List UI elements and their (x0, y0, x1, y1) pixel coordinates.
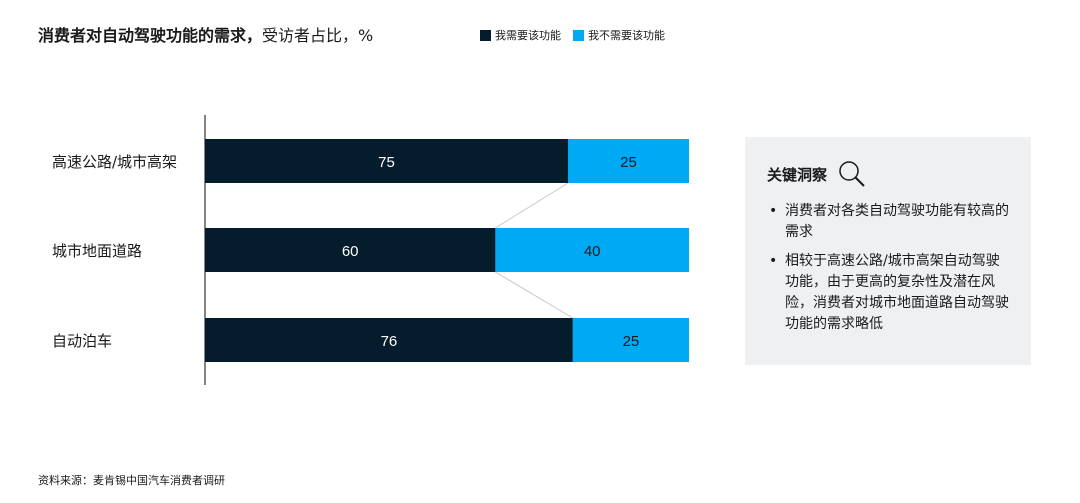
data-label: 60 (342, 243, 359, 260)
legend-item-need: 我需要该功能 (480, 27, 561, 43)
data-label: 40 (584, 243, 601, 260)
data-label: 25 (620, 154, 637, 171)
legend-label-no-need: 我不需要该功能 (588, 29, 665, 42)
data-label: 76 (381, 333, 398, 350)
legend-swatch-no-need (573, 29, 584, 41)
legend: 我需要该功能 我不需要该功能 (480, 27, 677, 43)
bar-need (205, 139, 568, 183)
bar-need (205, 228, 496, 272)
legend-item-no-need: 我不需要该功能 (573, 27, 665, 43)
connector-line (495, 271, 574, 319)
bar-need (205, 318, 573, 362)
insight-list: 消费者对各类自动驾驶功能有较高的需求 相较于高速公路/城市高架自动驾驶功能，由于… (767, 201, 1013, 335)
bar-no-need (572, 318, 689, 362)
insight-panel: 关键洞察 消费者对各类自动驾驶功能有较高的需求 相较于高速公路/城市高架自动驾驶… (745, 137, 1031, 365)
bar-no-need (495, 228, 689, 272)
magnifier-icon (839, 161, 865, 187)
chart-title-unit: 受访者占比，% (262, 26, 374, 45)
insight-bullet-2: 相较于高速公路/城市高架自动驾驶功能，由于更高的复杂性及潜在风险，消费者对城市地… (769, 251, 1013, 335)
insight-header: 关键洞察 (767, 159, 1013, 189)
insight-heading: 关键洞察 (767, 165, 828, 184)
source-note: 资料来源：麦肯锡中国汽车消费者调研 (38, 474, 225, 487)
category-label: 自动泊车 (52, 332, 112, 350)
connector-line (495, 182, 569, 229)
chart-title-main: 消费者对自动驾驶功能的需求， (38, 26, 263, 45)
data-label: 25 (623, 333, 640, 350)
category-label: 城市地面道路 (52, 242, 142, 260)
bar-no-need (568, 139, 689, 183)
data-label: 75 (378, 154, 395, 171)
category-label: 高速公路/城市高架 (52, 153, 177, 171)
chart-title: 消费者对自动驾驶功能的需求，受访者占比，% (38, 22, 373, 46)
stacked-bar-chart: 高速公路/城市高架 75 25 城市地面道路 60 40 自动泊车 76 25 (52, 115, 689, 385)
legend-swatch-need (480, 29, 491, 41)
insight-bullet-1: 消费者对各类自动驾驶功能有较高的需求 (769, 201, 1013, 243)
legend-label-need: 我需要该功能 (495, 29, 561, 42)
